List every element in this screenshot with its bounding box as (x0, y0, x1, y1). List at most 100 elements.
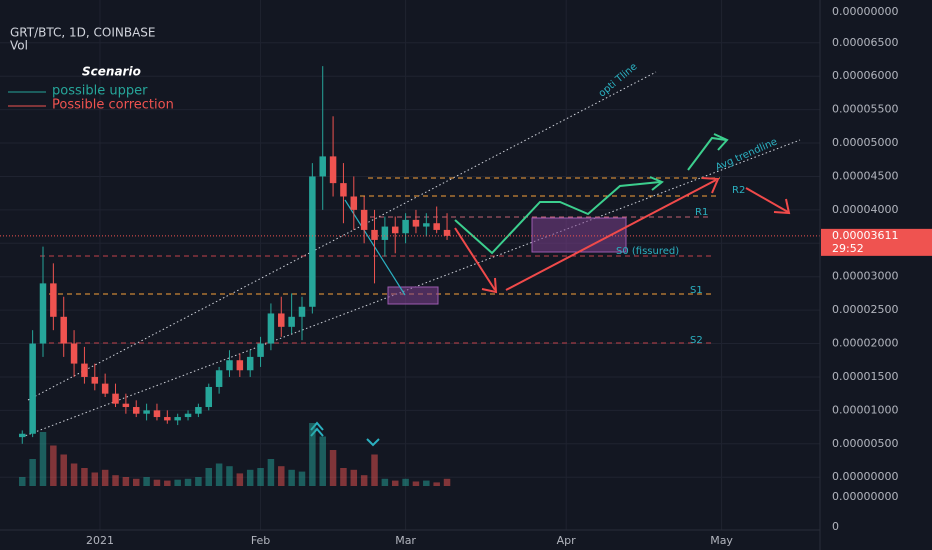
volume-bar (288, 469, 295, 486)
volume-bar (340, 468, 347, 486)
volume-bar (112, 475, 119, 486)
volume-bar (423, 480, 430, 486)
volume-axis-label: 0 (832, 520, 839, 533)
volume-bar (29, 459, 36, 486)
correction-arrow (505, 179, 717, 291)
candle-body (319, 156, 326, 177)
y-tick-label: 0.00005000 (832, 136, 898, 149)
volume-axis-label: 0.00000000 (832, 490, 898, 503)
volume-bar (329, 450, 337, 486)
candle-body (50, 283, 57, 317)
volume-bar (267, 459, 275, 486)
last-price-label: 0.00003611 (832, 229, 898, 242)
volume-bar (215, 463, 223, 486)
upper-arrow (687, 136, 727, 171)
volume-bar (278, 466, 285, 486)
candle-body (29, 343, 36, 434)
y-tick-label: 0.00003000 (832, 270, 898, 283)
volume-bar (236, 473, 244, 486)
volume-bar (443, 478, 451, 486)
candle-body (39, 283, 47, 344)
candle-body (381, 226, 389, 240)
volume-bar (246, 469, 254, 486)
last-price-tag (821, 228, 932, 256)
volume-bar (381, 478, 389, 486)
candle-body (391, 226, 399, 234)
candle-body (350, 196, 358, 210)
x-tick-label: May (710, 534, 733, 547)
x-tick-label: Feb (251, 534, 270, 547)
y-tick-label: 0.00000000 (832, 470, 898, 483)
candle-body (184, 413, 192, 418)
candle-body (215, 370, 223, 387)
volume-bar (184, 478, 192, 486)
volume-axis-label: 0.00000000 (832, 5, 898, 18)
candle-body (412, 219, 420, 227)
y-tick-label: 0.00004000 (832, 203, 898, 216)
marks (0, 66, 820, 486)
volume-bar (298, 471, 306, 486)
candle-body (70, 343, 78, 364)
zone-box (387, 286, 439, 305)
volume-bar (132, 478, 140, 486)
y-tick-label: 0.00000500 (832, 437, 898, 450)
candle-body (288, 316, 295, 327)
arrow-head (773, 198, 791, 215)
annotation: S0 (fissured) (616, 246, 679, 257)
y-tick-label: 0.00006500 (832, 36, 898, 49)
candle-body (340, 183, 347, 197)
volume-bar (143, 477, 150, 486)
candle-body (226, 360, 233, 371)
y-tick-label: 0.00006000 (832, 69, 898, 82)
volume-bar (153, 479, 161, 486)
volume-bar (91, 472, 99, 486)
legend-entry: Possible correction (52, 98, 174, 113)
volume-bar (70, 463, 78, 486)
candle-body (402, 219, 409, 234)
candle-body (205, 386, 213, 408)
candle-body (278, 313, 285, 327)
candle-body (309, 176, 316, 307)
y-tick-label: 0.00002500 (832, 303, 898, 316)
candle-body (112, 393, 119, 404)
candle-body (101, 383, 109, 394)
candle-body (267, 313, 275, 344)
volume-bar (391, 480, 399, 486)
arrow-head (701, 177, 720, 194)
volume-bar (412, 481, 420, 486)
volume-bar (19, 477, 26, 486)
candle-body (19, 433, 26, 438)
price-axis (820, 0, 932, 550)
volume-bar (101, 469, 109, 486)
annotation: R1 (695, 207, 708, 218)
y-tick-label: 0.00001000 (832, 403, 898, 416)
candle-body (81, 363, 88, 377)
volume-bar (371, 454, 378, 486)
y-tick-label: 0.00004500 (832, 169, 898, 182)
volume-bar (433, 482, 440, 486)
candle-body (91, 376, 99, 384)
correction-arrow (745, 187, 789, 213)
correction-arrow (454, 227, 496, 291)
candle-body (236, 360, 244, 371)
grid (0, 0, 820, 530)
axis-labels: 0.00000000 0.00000500 0.00001000 0.00001500… (86, 5, 932, 547)
candle-body (423, 223, 430, 227)
candle-body (443, 229, 451, 236)
candle-body (371, 229, 378, 240)
volume-bar (39, 432, 47, 486)
annotation: S2 (690, 335, 703, 346)
volume-bar (60, 454, 67, 486)
down-marker (366, 438, 380, 447)
x-tick-label: Apr (557, 534, 577, 547)
candle-body (360, 209, 368, 230)
volume-bar (226, 466, 233, 486)
volume-bar (257, 468, 264, 486)
legend-entry: possible upper (52, 84, 148, 99)
candle-body (174, 417, 181, 421)
volume-bar (309, 423, 316, 486)
legend-title: Scenario (82, 65, 141, 79)
annotation: R2 (732, 185, 745, 196)
